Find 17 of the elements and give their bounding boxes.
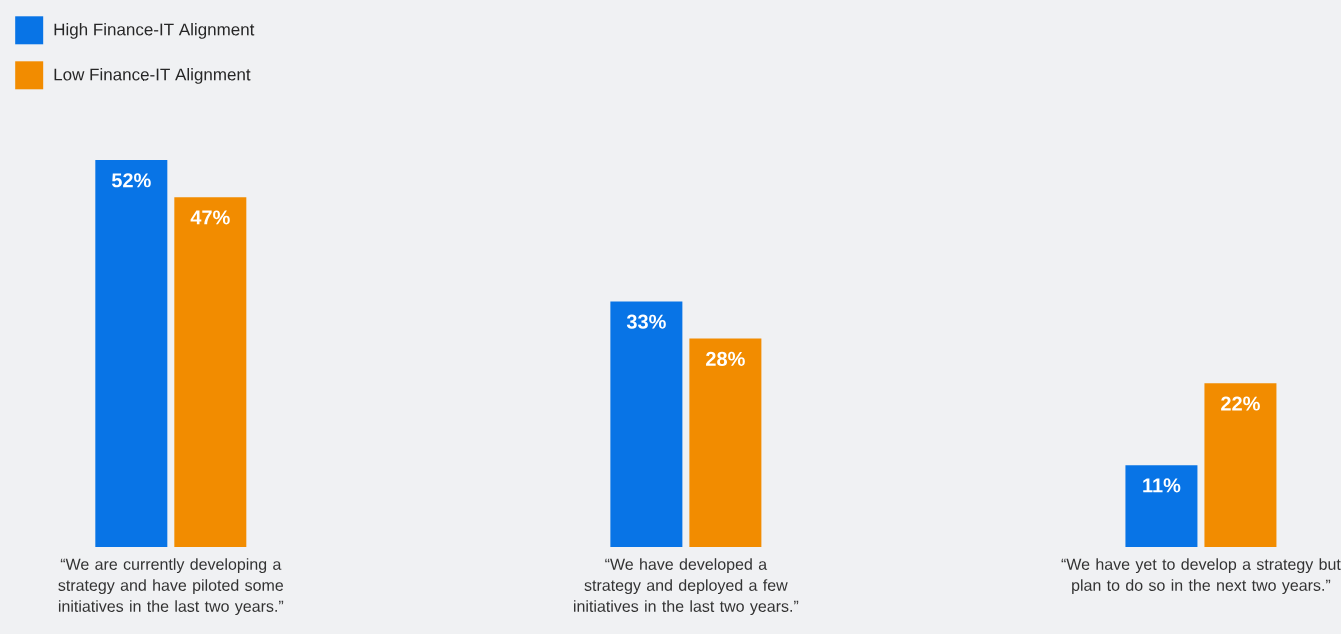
data-label: 52% — [111, 173, 151, 188]
bar — [174, 197, 247, 547]
bar — [1125, 465, 1198, 547]
data-label: 11% — [1143, 478, 1181, 493]
bar — [689, 338, 762, 547]
bar — [1204, 383, 1277, 547]
x-tick-label: “We have developed a strategy and deployed a few initiatives in the last two years.” — [574, 558, 799, 616]
bar — [95, 160, 168, 547]
x-tick-label: “We are currently developing a strategy and have piloted some initiatives in the last two years.” — [58, 558, 284, 616]
legend-label: High Finance-IT Alignment — [54, 23, 255, 39]
data-label: 33% — [626, 314, 666, 329]
data-label: 22% — [1221, 396, 1260, 411]
x-tick-label: “We have yet to develop a strategy but plan to do so in the next two years.” — [1061, 558, 1341, 595]
bar — [610, 301, 683, 547]
data-label: 47% — [190, 210, 230, 225]
legend-label: Low Finance-IT Alignment — [54, 68, 251, 84]
data-label: 28% — [706, 351, 745, 366]
